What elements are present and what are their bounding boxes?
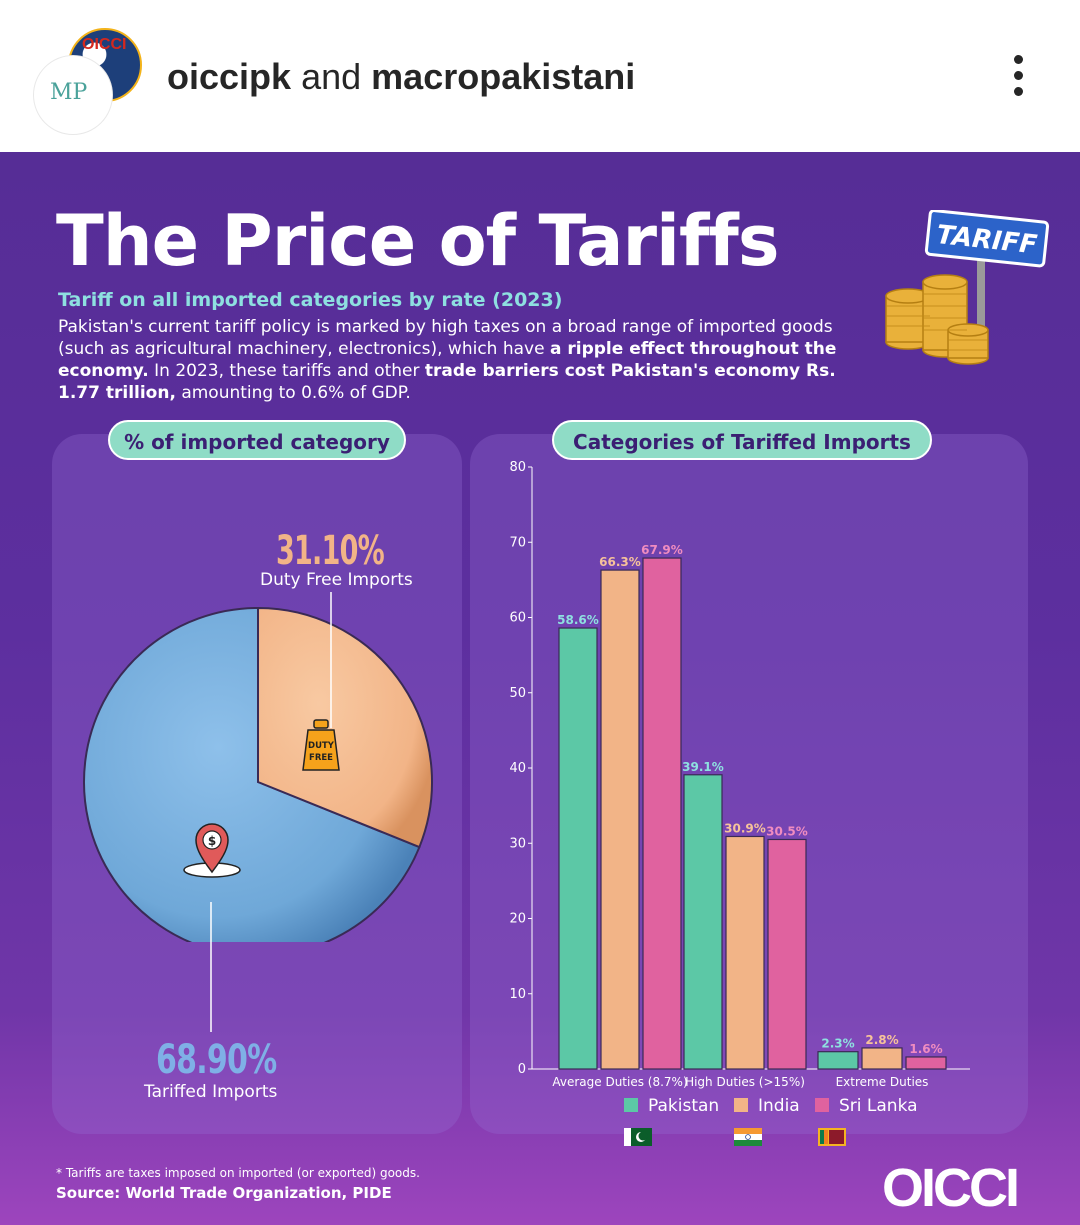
legend-pakistan-label: Pakistan: [648, 1096, 720, 1116]
desc-part-3: amounting to 0.6% of GDP.: [175, 383, 411, 403]
pakistan-flag-icon: [624, 1128, 652, 1146]
legend-india: India: [734, 1096, 800, 1116]
authors-joiner: and: [301, 56, 362, 97]
pie-chart-title: % of imported category: [108, 420, 406, 460]
infographic-description: Pakistan's current tariff policy is mark…: [58, 316, 848, 404]
oicci-avatar-text: OICCI: [82, 36, 127, 53]
bar-label-india-0: 66.3%: [599, 555, 641, 569]
legend-pakistan-swatch: [624, 1098, 638, 1112]
bar-label-srilanka-1: 30.5%: [766, 824, 808, 838]
infographic: The Price of Tariffs Tariff on all impor…: [0, 152, 1080, 1225]
tariffed-label: Tariffed Imports: [144, 1082, 278, 1102]
bag-text-free: FREE: [309, 753, 333, 763]
bar-label-srilanka-0: 67.9%: [641, 543, 683, 557]
pie-leader-lines: [210, 592, 332, 1032]
pie-slice-tariffed: [83, 606, 421, 942]
author-macropakistani-link[interactable]: macropakistani: [371, 56, 636, 97]
legend-srilanka-swatch: [815, 1098, 829, 1112]
tariffed-percent: 68.90%: [156, 1037, 277, 1083]
legend-pakistan: Pakistan: [624, 1096, 719, 1116]
location-pin-icon: $: [183, 823, 241, 878]
y-tick-label: 0: [518, 1062, 526, 1077]
bar-srilanka-2: [905, 1056, 947, 1070]
bar-pakistan-1: [683, 774, 723, 1070]
svg-text:$: $: [208, 834, 216, 848]
y-tick-label: 10: [509, 987, 526, 1002]
legend-srilanka: Sri Lanka: [815, 1096, 918, 1116]
source-text: Source: World Trade Organization, PIDE: [56, 1184, 392, 1202]
desc-part-2: In 2023, these tariffs and other: [148, 361, 425, 381]
y-tick-label: 20: [509, 912, 526, 927]
macropakistani-avatar[interactable]: MP: [34, 56, 112, 134]
bar-india-2: [861, 1047, 903, 1070]
bar-india-1: [725, 835, 765, 1070]
bar-label-pakistan-0: 58.6%: [557, 613, 599, 627]
y-tick-label: 80: [509, 460, 526, 475]
bar-srilanka-1: [767, 838, 807, 1070]
infographic-subtitle: Tariff on all imported categories by rat…: [58, 289, 563, 311]
x-tick-label: Average Duties (8.7%): [552, 1075, 687, 1089]
x-tick-label: Extreme Duties: [836, 1075, 929, 1089]
oicci-logo: OICCI: [882, 1158, 1020, 1218]
bar-label-india-1: 30.9%: [724, 821, 766, 835]
post-authors: oiccipk and macropakistani: [167, 56, 635, 98]
bar-label-pakistan-2: 2.3%: [821, 1037, 854, 1051]
srilanka-flag-icon: [818, 1128, 846, 1146]
pie-slice-duty-free: [257, 606, 433, 849]
author-oiccipk-link[interactable]: oiccipk: [167, 56, 292, 97]
desc-bold-2: trade barriers cost Pakistan's economy R…: [58, 361, 836, 403]
post-header: OICCI MP oiccipk and macropakistani: [0, 0, 1080, 152]
bar-pakistan-2: [817, 1051, 859, 1070]
avatar[interactable]: OICCI MP: [34, 28, 144, 134]
duty-free-bag-icon: DUTY FREE: [302, 719, 340, 771]
bar-label-srilanka-2: 1.6%: [909, 1042, 942, 1056]
duty-free-percent: 31.10%: [276, 528, 385, 574]
desc-part-1: Pakistan's current tariff policy is mark…: [58, 317, 833, 359]
more-options-icon[interactable]: [1004, 55, 1032, 105]
bar-india-0: [600, 569, 640, 1070]
bar-label-india-2: 2.8%: [865, 1033, 898, 1047]
pie-chart: DUTY FREE $: [83, 606, 433, 942]
legend-india-label: India: [758, 1096, 800, 1116]
bar-srilanka-0: [642, 557, 682, 1070]
y-tick-label: 30: [509, 836, 526, 851]
infographic-title: The Price of Tariffs: [56, 200, 780, 282]
legend-srilanka-label: Sri Lanka: [839, 1096, 918, 1116]
bar-label-pakistan-1: 39.1%: [682, 760, 724, 774]
y-tick-label: 60: [509, 611, 526, 626]
y-tick-label: 40: [509, 761, 526, 776]
desc-bold-1: a ripple effect throughout the economy.: [58, 339, 837, 381]
india-flag-icon: [734, 1128, 762, 1146]
footnote: * Tariffs are taxes imposed on imported …: [56, 1166, 420, 1180]
y-tick-label: 50: [509, 686, 526, 701]
x-tick-label: High Duties (>15%): [685, 1075, 805, 1089]
tariff-coins-illustration: TARIFF: [885, 210, 1050, 365]
bar-chart: 0 10 20 30 40 50 60 70 80 Average Duties (8.7%)Hi…: [509, 460, 970, 1089]
duty-free-label: Duty Free Imports: [260, 570, 413, 590]
mp-avatar-text: MP: [50, 80, 88, 105]
y-tick-label: 70: [509, 535, 526, 550]
legend-india-swatch: [734, 1098, 748, 1112]
bar-pakistan-0: [558, 627, 598, 1070]
bar-chart-title: Categories of Tariffed Imports: [552, 420, 932, 460]
bag-text-duty: DUTY: [308, 741, 335, 751]
